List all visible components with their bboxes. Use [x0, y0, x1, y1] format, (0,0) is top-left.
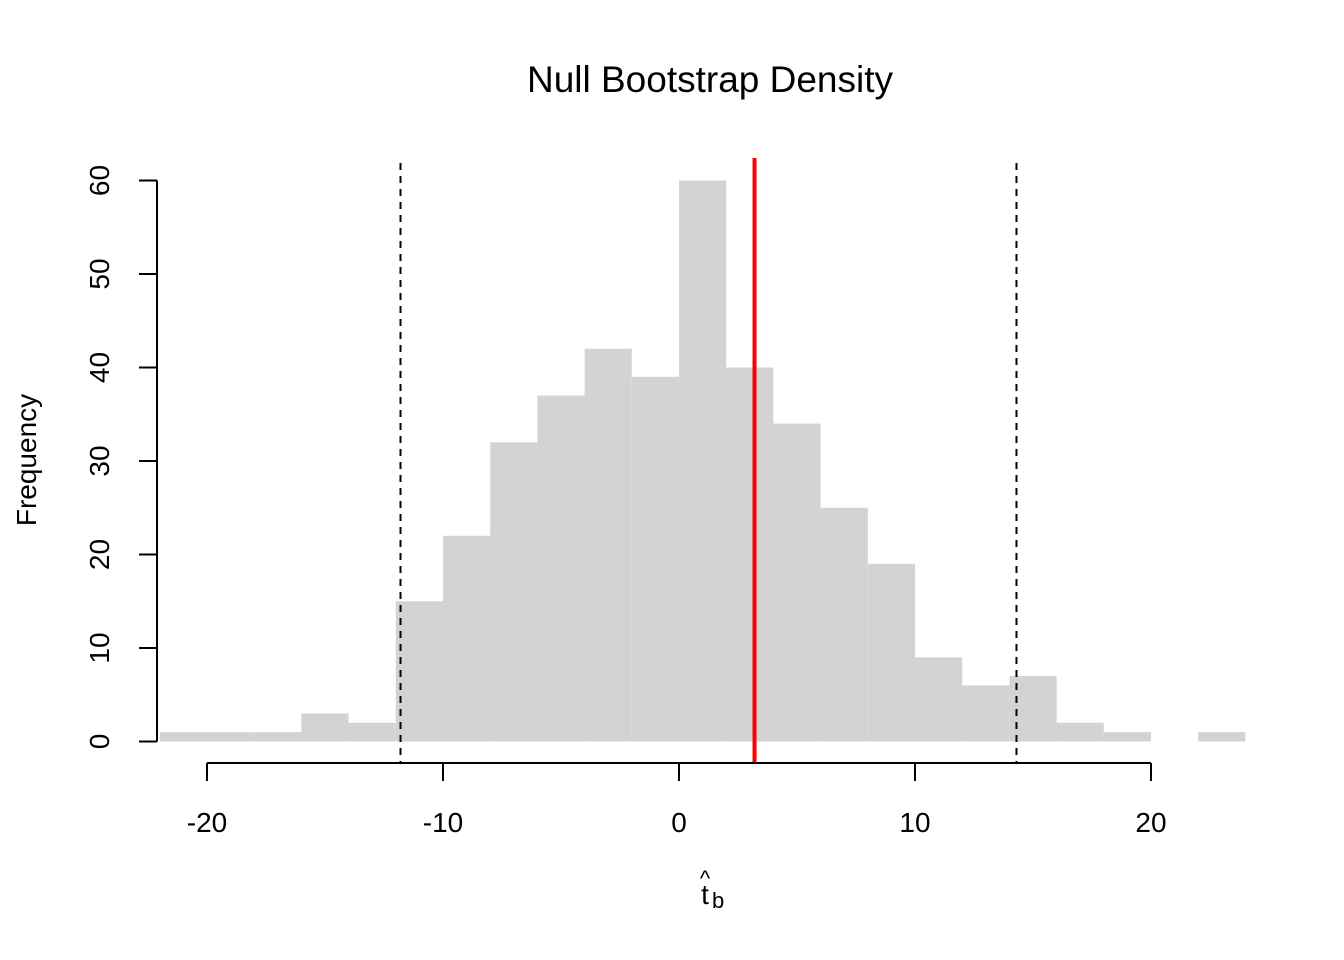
histogram-bars: [159, 180, 1246, 742]
histogram-bar: [962, 685, 1010, 742]
x-axis: -20 -10 0 10 20: [187, 762, 1167, 838]
histogram-bar: [207, 732, 255, 742]
y-tick-label: 50: [84, 258, 115, 289]
histogram-bar: [915, 657, 963, 742]
x-tick-label: 0: [671, 807, 687, 838]
histogram-bar: [254, 732, 302, 742]
histogram-bar: [631, 376, 679, 742]
histogram-bar: [820, 507, 868, 742]
histogram-bar: [301, 713, 349, 742]
histogram-bar: [1103, 732, 1151, 742]
histogram-bar: [159, 732, 207, 742]
chart-title: Null Bootstrap Density: [527, 59, 894, 100]
x-axis-label-main: t: [701, 879, 709, 910]
y-axis: 0 10 20 30 40 50 60: [84, 165, 158, 750]
histogram-bar: [490, 442, 538, 742]
histogram-bar: [1056, 722, 1104, 742]
x-axis-label: ^ t b: [700, 866, 724, 913]
y-tick-label: 30: [84, 445, 115, 476]
histogram-bar: [584, 348, 632, 742]
histogram-bar: [395, 601, 443, 742]
x-tick-label: 20: [1135, 807, 1166, 838]
y-tick-label: 0: [84, 734, 115, 750]
histogram-bar: [867, 563, 915, 742]
reference-lines: [399, 158, 1018, 763]
x-tick-label: 10: [899, 807, 930, 838]
x-tick-label: -10: [423, 807, 463, 838]
x-tick-label: -20: [187, 807, 227, 838]
x-axis-label-subscript: b: [712, 888, 724, 913]
y-tick-label: 20: [84, 539, 115, 570]
histogram-bar: [443, 535, 491, 742]
histogram-bar: [726, 367, 774, 742]
histogram-bar: [773, 423, 821, 742]
histogram-bar: [679, 180, 727, 742]
y-tick-label: 40: [84, 352, 115, 383]
x-axis-label-accent: ^: [700, 866, 711, 891]
histogram-bar: [537, 395, 585, 742]
histogram-bar: [348, 722, 396, 742]
y-tick-label: 60: [84, 165, 115, 196]
histogram-bar: [1198, 732, 1246, 742]
y-axis-label: Frequency: [11, 394, 42, 526]
y-tick-label: 10: [84, 632, 115, 663]
